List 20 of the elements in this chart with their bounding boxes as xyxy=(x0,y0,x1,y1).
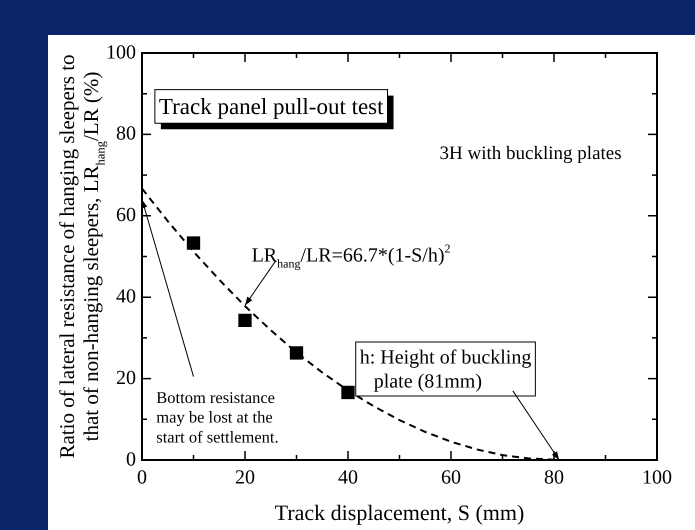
x-tick-label: 60 xyxy=(441,466,461,488)
y-tick-label: 0 xyxy=(126,448,136,470)
annotation: h: Height of buckling plate (81mm) xyxy=(360,346,532,392)
x-tick-label: 80 xyxy=(544,466,564,488)
y-tick-label: 20 xyxy=(116,366,136,389)
point xyxy=(186,236,200,250)
x-tick-label: 100 xyxy=(642,466,672,488)
y-tick-label: 100 xyxy=(106,41,136,64)
point xyxy=(238,314,252,328)
x-tick-label: 40 xyxy=(338,466,358,488)
y-tick-label: 40 xyxy=(116,285,136,308)
x-tick-label: 20 xyxy=(235,466,255,488)
point xyxy=(290,346,304,360)
annotation: Track panel pull-out test xyxy=(158,94,384,119)
annotation: 3H with buckling plates xyxy=(440,142,622,164)
annotation: Bottom resistance may be lost at the start of settlement. xyxy=(156,388,279,446)
y-tick-label: 80 xyxy=(116,122,136,145)
y-tick-label: 60 xyxy=(116,204,136,226)
x-axis-title: Track displacement, S (mm) xyxy=(274,500,524,525)
point xyxy=(341,386,355,400)
